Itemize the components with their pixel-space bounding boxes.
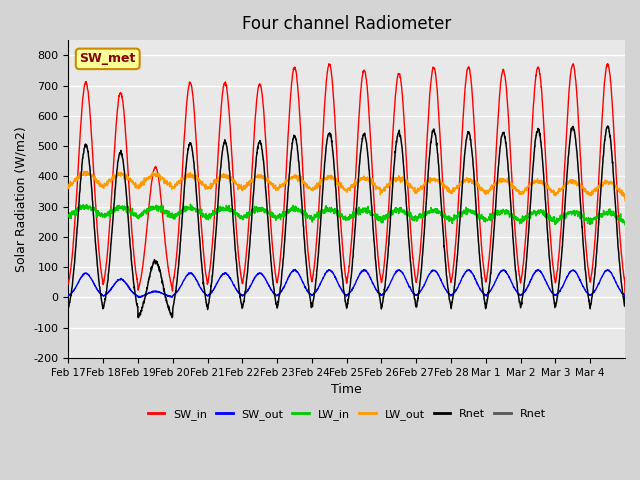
Line: LW_out: LW_out bbox=[68, 171, 625, 201]
SW_in bbox=[621, 295, 629, 300]
LW_out bbox=[65, 184, 72, 190]
Legend: SW_in, SW_out, LW_in, LW_out, Rnet, Rnet: SW_in, SW_out, LW_in, LW_out, Rnet, Rnet bbox=[143, 405, 550, 425]
SW_out bbox=[241, 291, 248, 297]
Line: SW_in: SW_in bbox=[68, 64, 625, 298]
SW_out bbox=[621, 295, 629, 300]
Rnet bbox=[515, 293, 522, 299]
LW_out bbox=[621, 198, 629, 204]
Line: LW_in: LW_in bbox=[68, 204, 625, 225]
LW_in bbox=[65, 213, 72, 219]
X-axis label: Time: Time bbox=[332, 383, 362, 396]
SW_out bbox=[135, 295, 143, 300]
Rnet bbox=[120, 167, 128, 173]
LW_in bbox=[120, 206, 128, 212]
SW_out bbox=[515, 291, 522, 297]
SW_in bbox=[613, 192, 621, 197]
LW_out bbox=[546, 186, 554, 192]
Text: SW_met: SW_met bbox=[79, 52, 136, 65]
Title: Four channel Radiometer: Four channel Radiometer bbox=[242, 15, 451, 33]
SW_out bbox=[120, 278, 128, 284]
Rnet bbox=[134, 315, 142, 321]
LW_out bbox=[83, 168, 91, 174]
Line: Rnet: Rnet bbox=[68, 127, 625, 318]
LW_in bbox=[380, 214, 388, 220]
SW_out bbox=[546, 287, 554, 293]
Rnet bbox=[614, 235, 621, 240]
Rnet bbox=[515, 294, 522, 300]
SW_out bbox=[291, 266, 299, 272]
Rnet bbox=[120, 166, 128, 172]
Rnet bbox=[241, 296, 248, 302]
SW_in bbox=[240, 270, 248, 276]
Rnet bbox=[380, 286, 388, 292]
LW_in bbox=[515, 216, 522, 221]
SW_in bbox=[546, 226, 554, 232]
SW_in bbox=[120, 110, 128, 116]
LW_in bbox=[621, 222, 629, 228]
SW_out bbox=[614, 283, 621, 288]
SW_in bbox=[65, 281, 72, 287]
LW_in bbox=[241, 215, 248, 221]
SW_in bbox=[380, 261, 388, 266]
LW_out bbox=[515, 187, 522, 192]
Rnet bbox=[604, 124, 611, 130]
Line: SW_out: SW_out bbox=[68, 269, 625, 298]
Rnet bbox=[380, 287, 388, 293]
LW_out bbox=[241, 185, 248, 191]
LW_in bbox=[546, 217, 554, 223]
Rnet bbox=[614, 236, 621, 241]
Rnet bbox=[65, 305, 72, 311]
Rnet bbox=[546, 259, 554, 265]
SW_out bbox=[381, 290, 388, 296]
LW_out bbox=[613, 185, 621, 191]
Rnet bbox=[621, 296, 629, 301]
Y-axis label: Solar Radiation (W/m2): Solar Radiation (W/m2) bbox=[15, 126, 28, 272]
LW_out bbox=[120, 176, 128, 182]
Rnet bbox=[65, 304, 72, 310]
LW_in bbox=[613, 215, 621, 221]
Line: Rnet: Rnet bbox=[68, 126, 625, 317]
SW_in bbox=[515, 265, 522, 271]
Rnet bbox=[604, 123, 611, 129]
Rnet bbox=[134, 314, 142, 320]
Rnet bbox=[621, 295, 629, 300]
Rnet bbox=[241, 295, 248, 301]
Rnet bbox=[546, 260, 554, 266]
SW_in bbox=[325, 61, 333, 67]
SW_out bbox=[65, 293, 72, 299]
LW_in bbox=[187, 201, 195, 207]
LW_out bbox=[380, 184, 388, 190]
